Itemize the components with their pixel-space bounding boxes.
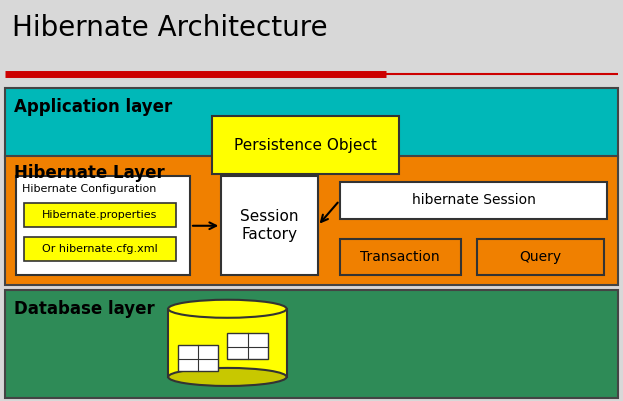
Text: Database layer: Database layer [14, 300, 155, 318]
Text: Application layer: Application layer [14, 98, 173, 116]
Text: hibernate Session: hibernate Session [412, 194, 535, 207]
Ellipse shape [168, 300, 287, 318]
Bar [16, 176, 190, 275]
Text: Hibernate Architecture: Hibernate Architecture [12, 14, 328, 42]
Text: Transaction: Transaction [361, 250, 440, 263]
Bar [221, 176, 318, 275]
Bar [24, 203, 176, 227]
Text: Persistence Object: Persistence Object [234, 138, 377, 153]
Bar [227, 333, 268, 359]
Bar [212, 116, 399, 174]
Ellipse shape [168, 368, 287, 386]
Bar [5, 156, 618, 285]
Bar [168, 309, 287, 377]
Text: Hibernate Configuration: Hibernate Configuration [22, 184, 156, 194]
Bar [340, 239, 461, 275]
Bar [5, 290, 618, 398]
Text: Hibernate.properties: Hibernate.properties [42, 210, 158, 220]
Text: Query: Query [520, 250, 561, 263]
Text: Hibernate Layer: Hibernate Layer [14, 164, 165, 182]
Bar [340, 182, 607, 219]
Bar [24, 237, 176, 261]
Bar [5, 88, 618, 158]
Text: Session
Factory: Session Factory [240, 209, 298, 242]
Bar [477, 239, 604, 275]
Bar [178, 345, 218, 371]
Text: Or hibernate.cfg.xml: Or hibernate.cfg.xml [42, 244, 158, 254]
Bar [0, 0, 623, 84]
